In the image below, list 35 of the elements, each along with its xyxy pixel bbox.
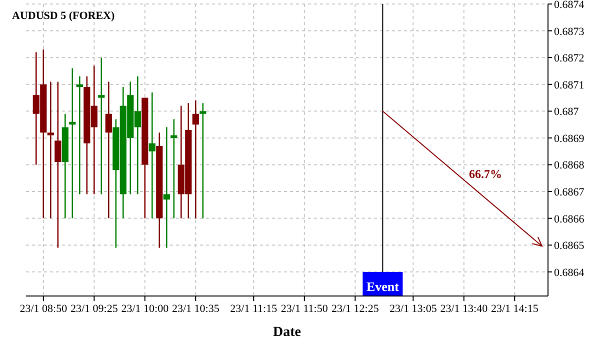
candlestick — [47, 81, 54, 219]
y-tick-label: 0.6864 — [554, 266, 585, 279]
x-axis-title: Date — [273, 325, 301, 340]
x-tick-label: 23/1 14:15 — [490, 303, 539, 315]
x-tick-label: 23/1 13:05 — [389, 303, 438, 315]
annotation: 66.7% — [469, 167, 502, 182]
x-tick-label: 23/1 08:50 — [20, 303, 68, 315]
candlestick — [170, 118, 178, 219]
candlestick — [163, 126, 170, 248]
x-tick-label: 23/1 10:00 — [121, 303, 170, 315]
candlestick — [69, 68, 76, 219]
y-tick-label: 0.6865 — [554, 240, 585, 252]
x-tick-label: 23/1 09:25 — [70, 303, 118, 315]
ref-line-label: Event — [366, 279, 400, 294]
y-tick-label: 0.6873 — [554, 26, 585, 38]
x-tick-label: 23/1 10:35 — [172, 303, 220, 315]
text: AUDUSD 5 (FOREX) — [12, 10, 115, 22]
x-tick-label: 23/1 11:15 — [230, 303, 278, 315]
y-tick-label: 0.6869 — [554, 132, 585, 145]
candlestick — [200, 102, 206, 219]
x-tick-label: 23/1 12:25 — [331, 303, 380, 315]
x-tick-label: 23/1 11:50 — [280, 303, 328, 315]
y-tick-label: 0.687 — [554, 106, 580, 118]
y-tick-label: 0.6874 — [554, 0, 585, 11]
candlestick — [105, 81, 112, 219]
candlestick — [54, 81, 62, 248]
y-tick-label: 0.6872 — [554, 52, 584, 65]
candlestick — [148, 92, 156, 219]
candlestick — [76, 76, 83, 195]
y-tick-label: 0.6871 — [554, 79, 584, 92]
x-tick-label: 23/1 13:40 — [440, 303, 488, 315]
y-tick-label: 0.6868 — [554, 160, 585, 172]
y-tick-label: 0.6867 — [554, 186, 585, 199]
candlestick — [98, 56, 105, 195]
y-tick-label: 0.6866 — [554, 213, 585, 226]
